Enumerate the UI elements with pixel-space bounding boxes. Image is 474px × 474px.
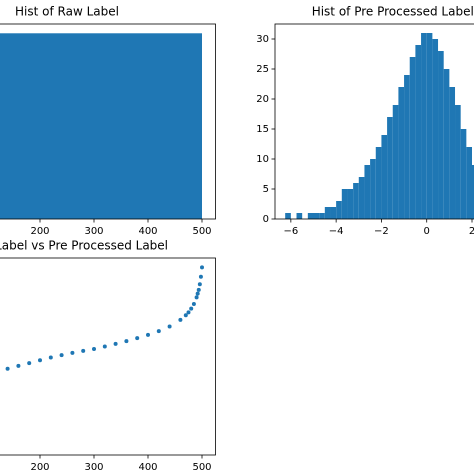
- axes-frame: [274, 23, 474, 220]
- histogram-bar: [341, 189, 348, 219]
- x-tick-label: 0: [424, 226, 430, 237]
- y-tick-label: 0: [263, 214, 269, 225]
- histogram-bar: [466, 147, 473, 219]
- histogram-bar: [358, 177, 365, 219]
- scatter-point: [183, 313, 188, 318]
- x-tick-label: 500: [192, 226, 211, 237]
- histogram-bar: [449, 87, 456, 219]
- histogram-bar: [353, 183, 359, 219]
- histogram-bar: [0, 33, 13, 220]
- histogram-bar: [319, 213, 325, 219]
- scatter-point: [16, 363, 21, 368]
- histogram-bar: [409, 57, 416, 219]
- x-tick-label: −6: [283, 226, 298, 237]
- histogram-bar: [398, 87, 405, 219]
- scatter-point: [196, 287, 201, 292]
- histogram-bar: [381, 135, 388, 219]
- histogram-bar: [307, 213, 314, 219]
- x-tick-label: −4: [329, 226, 344, 237]
- histogram-bar: [392, 105, 399, 219]
- histogram-bar: [296, 213, 303, 219]
- axes-frame: [0, 23, 216, 220]
- scatter-point: [135, 336, 140, 341]
- y-tick-label: 5: [263, 184, 269, 195]
- histogram-bar: [455, 105, 461, 219]
- histogram-bar: [285, 213, 291, 219]
- histogram-bar: [121, 33, 148, 220]
- scatter-point: [70, 350, 75, 355]
- histogram-bar: [387, 117, 393, 219]
- scatter-point: [27, 361, 32, 366]
- scatter-point: [186, 310, 191, 315]
- histogram-bar: [347, 189, 354, 219]
- histogram-bar: [460, 129, 467, 219]
- scatter-point: [200, 265, 204, 270]
- x-tick-label: −2: [374, 226, 389, 237]
- x-tick-label: 200: [30, 226, 49, 237]
- histogram-bar: [324, 207, 331, 219]
- y-tick-label: 10: [256, 154, 269, 165]
- histogram-bar: [426, 33, 433, 219]
- histogram-bar: [472, 165, 474, 219]
- scatter-point: [178, 317, 183, 322]
- x-tick-label: 400: [138, 226, 157, 237]
- histogram-bar: [421, 33, 427, 219]
- x-tick-label: 400: [138, 462, 157, 473]
- scatter-point: [48, 355, 53, 360]
- scatter-point: [81, 348, 86, 353]
- histogram-bar: [432, 39, 439, 219]
- scatter-point: [194, 295, 199, 300]
- scatter-point: [167, 324, 172, 329]
- scatter-point: [59, 353, 64, 358]
- scatter-point: [92, 346, 96, 351]
- scatter-point: [38, 358, 42, 363]
- histogram-bar: [175, 33, 202, 220]
- histogram-bar: [148, 33, 175, 220]
- histogram-bar: [375, 147, 382, 219]
- x-tick-label: 300: [84, 462, 103, 473]
- y-tick-label: 30: [256, 34, 269, 45]
- scatter-point: [191, 301, 196, 306]
- scatter-point: [146, 332, 150, 337]
- histogram-bar: [330, 207, 337, 219]
- chart-title: Raw Label vs Pre Processed Label: [0, 239, 168, 253]
- x-tick-label: 300: [84, 226, 103, 237]
- histogram-bar: [40, 33, 67, 220]
- scatter-point: [195, 291, 200, 296]
- histogram-bar: [313, 213, 320, 219]
- axes-frame: [0, 257, 216, 456]
- histogram-bar: [94, 33, 121, 220]
- x-tick-label: 500: [192, 462, 211, 473]
- histogram-bar: [415, 45, 422, 219]
- histogram-bar: [336, 201, 342, 219]
- scatter-point: [197, 282, 202, 287]
- x-tick-label: 2: [469, 226, 474, 237]
- histogram-bar: [443, 69, 450, 219]
- histogram-bar: [438, 51, 444, 219]
- scatter-point: [189, 306, 194, 311]
- scatter-point: [5, 366, 10, 371]
- scatter-point: [124, 339, 129, 344]
- histogram-bar: [370, 159, 376, 219]
- y-tick-label: 25: [256, 64, 269, 75]
- y-tick-label: 20: [256, 94, 269, 105]
- scatter-point: [156, 329, 161, 334]
- chart-title: Hist of Raw Label: [15, 5, 119, 19]
- histogram-bar: [364, 165, 371, 219]
- histogram-bar: [404, 75, 410, 219]
- histogram-bar: [67, 33, 94, 220]
- scatter-point: [198, 274, 203, 279]
- histogram-bar: [13, 33, 40, 220]
- x-tick-label: 200: [30, 462, 49, 473]
- y-tick-label: 15: [256, 124, 269, 135]
- scatter-point: [102, 344, 107, 349]
- chart-title: Hist of Pre Processed Label: [312, 5, 474, 19]
- scatter-point: [113, 341, 118, 346]
